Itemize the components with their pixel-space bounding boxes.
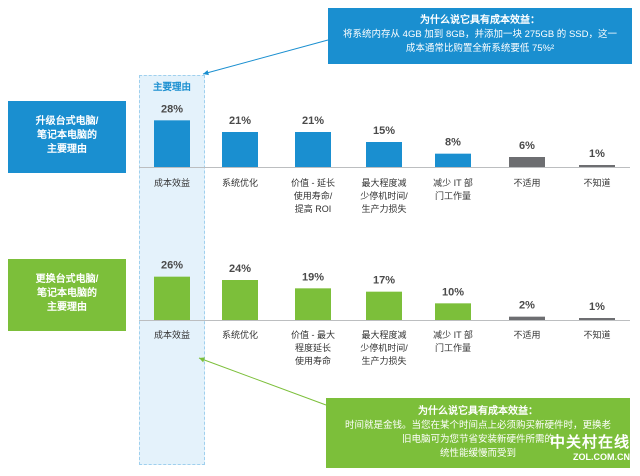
upgrade-category-label: 使用寿命/ bbox=[294, 190, 333, 201]
replace-category-label: 系统优化 bbox=[222, 329, 258, 340]
upgrade-title-line3: 主要理由 bbox=[47, 144, 87, 155]
replace-value-label: 17% bbox=[373, 275, 395, 287]
replace-value-label: 24% bbox=[229, 263, 251, 275]
upgrade-bar bbox=[579, 165, 615, 167]
replace-bar bbox=[222, 280, 258, 320]
upgrade-bar bbox=[222, 132, 258, 167]
upgrade-callout-arrow-arrowhead bbox=[203, 70, 209, 76]
replace-bar bbox=[154, 276, 190, 320]
replace-category-label: 生产力损失 bbox=[361, 355, 406, 366]
callout-upgrade-line1: 将系统内存从 4GB 加到 8GB，并添加一块 275GB 的 SSD，这一 bbox=[343, 29, 617, 40]
replace-value-label: 10% bbox=[442, 286, 464, 298]
primary-reason-label: 主要理由 bbox=[152, 82, 191, 93]
upgrade-category-label: 门工作量 bbox=[435, 190, 471, 201]
watermark-text2: ZOL.COM.CN bbox=[573, 452, 630, 462]
upgrade-value-label: 6% bbox=[519, 140, 535, 152]
replace-category-label: 最大程度减 bbox=[361, 329, 406, 340]
replace-category-label: 门工作量 bbox=[435, 342, 471, 353]
upgrade-bar bbox=[435, 153, 471, 167]
replace-callout-arrow-arrowhead bbox=[199, 357, 205, 363]
callout-upgrade: 为什么说它具有成本效益： 将系统内存从 4GB 加到 8GB，并添加一块 275… bbox=[328, 8, 632, 64]
replace-value-label: 26% bbox=[161, 260, 183, 272]
replace-value-label: 19% bbox=[302, 271, 324, 283]
upgrade-category-label: 系统优化 bbox=[222, 177, 258, 188]
replace-bar bbox=[435, 303, 471, 320]
replace-category-label: 价值 - 最大 bbox=[291, 329, 335, 340]
replace-value-label: 2% bbox=[519, 300, 535, 312]
upgrade-bar bbox=[366, 142, 402, 167]
upgrade-category-label: 成本效益 bbox=[154, 177, 190, 188]
replace-value-label: 1% bbox=[589, 301, 605, 313]
watermark-text1: 中关村在线 bbox=[549, 434, 630, 451]
callout-replace-line3: 统性能缓慢而受到 bbox=[439, 448, 516, 459]
replace-category-label: 成本效益 bbox=[154, 329, 190, 340]
upgrade-bar bbox=[154, 120, 190, 167]
upgrade-value-label: 15% bbox=[373, 125, 395, 137]
callout-replace-title: 为什么说它具有成本效益： bbox=[418, 406, 538, 417]
replace-category-label: 减少 IT 部 bbox=[433, 329, 473, 340]
callout-replace: 为什么说它具有成本效益： 时间就是金钱。当您在某个时间点上必须购买新硬件时，更换… bbox=[326, 398, 630, 468]
replace-title-line3: 主要理由 bbox=[47, 302, 87, 313]
replace-bar bbox=[579, 318, 615, 320]
replace-title-line2: 笔记本电脑的 bbox=[37, 288, 97, 299]
replace-bar bbox=[509, 316, 545, 320]
upgrade-category-label: 减少 IT 部 bbox=[433, 177, 473, 188]
upgrade-category-label: 提高 ROI bbox=[295, 203, 332, 214]
upgrade-title-line2: 笔记本电脑的 bbox=[37, 130, 97, 141]
upgrade-bar bbox=[295, 132, 331, 167]
upgrade-value-label: 21% bbox=[229, 115, 251, 127]
upgrade-category-label: 不适用 bbox=[513, 178, 540, 188]
upgrade-category-label: 不知道 bbox=[583, 177, 610, 188]
replace-bar bbox=[366, 291, 402, 320]
replace-category-label: 程度延长 bbox=[295, 342, 331, 353]
callout-replace-line1: 时间就是金钱。当您在某个时间点上必须购买新硬件时，更换老 bbox=[344, 420, 611, 431]
upgrade-chart-title: 升级台式电脑/ 笔记本电脑的 主要理由 bbox=[8, 101, 126, 173]
replace-chart-title: 更换台式电脑/ 笔记本电脑的 主要理由 bbox=[8, 259, 126, 331]
upgrade-category-label: 少停机时间/ bbox=[360, 190, 408, 201]
upgrade-value-label: 21% bbox=[302, 115, 324, 127]
replace-category-label: 使用寿命 bbox=[295, 355, 331, 366]
replace-callout-arrow-line bbox=[198, 357, 327, 406]
zol-watermark: 中关村在线 ZOL.COM.CN bbox=[550, 431, 630, 462]
replace-category-label: 不知道 bbox=[583, 329, 610, 340]
upgrade-bar bbox=[509, 157, 545, 167]
callout-upgrade-title: 为什么说它具有成本效益： bbox=[420, 15, 540, 26]
upgrade-value-label: 8% bbox=[445, 137, 461, 149]
callout-upgrade-line2: 成本通常比购置全新系统要低 75%² bbox=[405, 43, 555, 54]
upgrade-callout-arrow-line bbox=[202, 39, 329, 75]
upgrade-category-label: 价值 - 延长 bbox=[291, 177, 335, 188]
replace-bar bbox=[295, 288, 331, 320]
upgrade-value-label: 28% bbox=[161, 103, 183, 115]
replace-category-label: 少停机时间/ bbox=[360, 342, 408, 353]
callout-replace-line2: 旧电脑可为您节省安装新硬件所需的 bbox=[401, 434, 554, 445]
replace-title-line1: 更换台式电脑/ bbox=[35, 274, 99, 285]
upgrade-title-line1: 升级台式电脑/ bbox=[35, 116, 99, 127]
upgrade-category-label: 最大程度减 bbox=[361, 177, 406, 188]
upgrade-value-label: 1% bbox=[589, 148, 605, 160]
upgrade-category-label: 生产力损失 bbox=[361, 203, 406, 214]
replace-category-label: 不适用 bbox=[513, 330, 540, 340]
